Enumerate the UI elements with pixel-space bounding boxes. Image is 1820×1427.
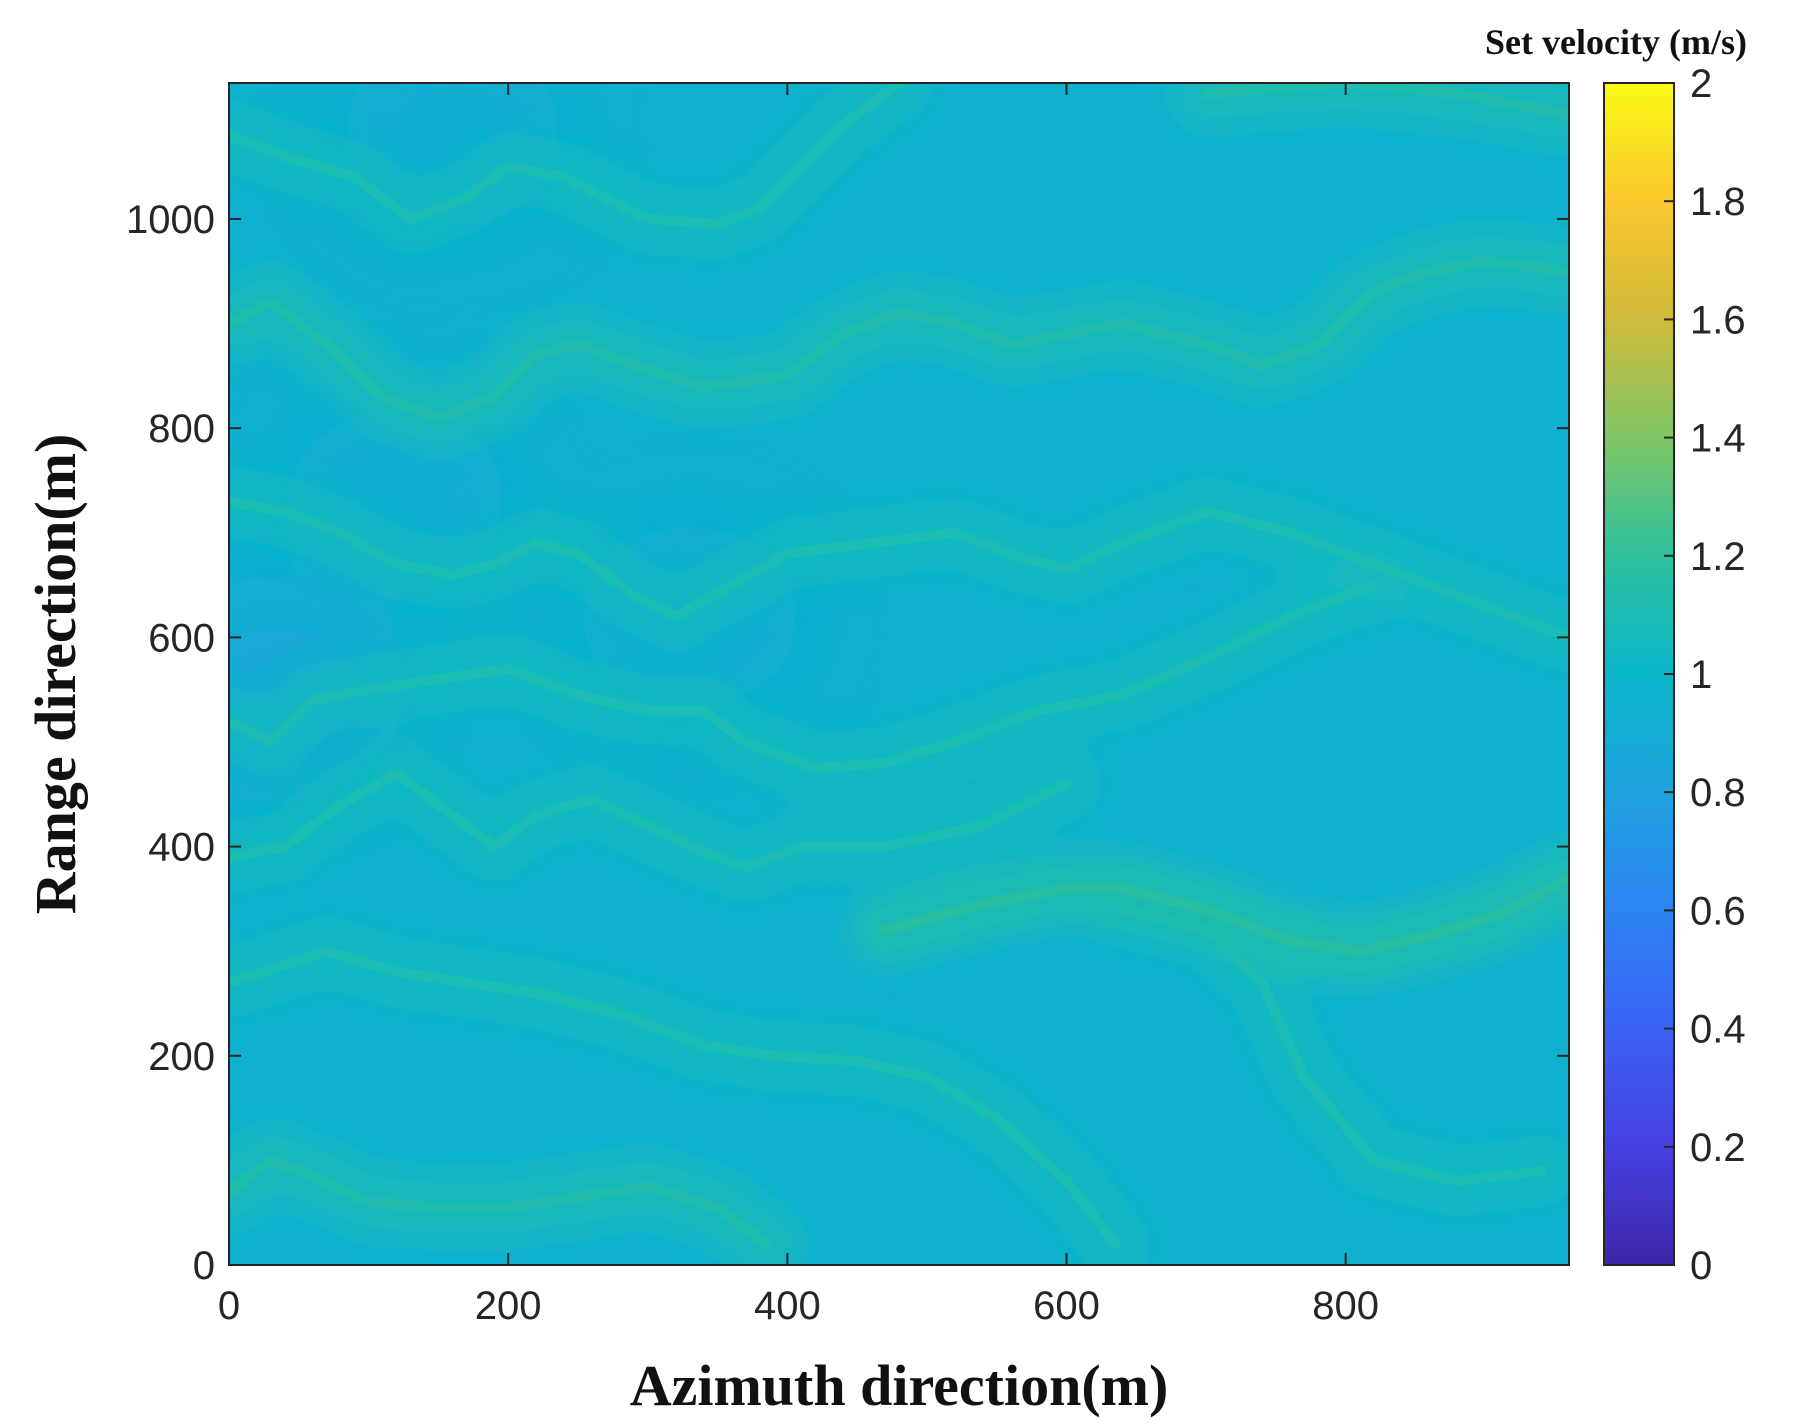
y-axis-title: Range direction(m) [23,434,88,915]
heatmap-crest-line [229,580,1379,774]
x-tick-label: 0 [218,1284,240,1328]
heatmap-crest-line [229,83,904,230]
heatmap-plot-area [229,83,1569,1265]
x-tick-label: 400 [754,1284,821,1328]
plot-frame [228,82,1570,1266]
colorbar-tick-label: 0.6 [1690,889,1746,933]
colorbar-tick-label: 0 [1690,1244,1712,1288]
heatmap-crest-line [1117,904,1547,1187]
colorbar-tick-label: 0.2 [1690,1126,1746,1170]
y-tick-label: 0 [193,1244,215,1288]
heatmap-crest-line [229,496,1569,643]
y-axis-ticks: 0 200 400 600 800 1000 [126,198,1569,1288]
heatmap-crest-line [229,946,1121,1250]
y-tick-label: 200 [148,1035,215,1079]
heatmap-crest-line [229,255,1569,423]
y-tick-label: 400 [148,826,215,870]
heatmap-crest-line [880,873,1569,957]
colorbar-tick-label: 1.4 [1690,417,1746,461]
heatmap-crest-line [229,1155,772,1250]
y-tick-label: 1000 [126,198,215,242]
x-tick-label: 800 [1312,1284,1379,1328]
x-tick-label: 200 [475,1284,542,1328]
y-tick-label: 600 [148,616,215,660]
colorbar-tick-label: 1.8 [1690,180,1746,224]
colorbar-tick-label: 1 [1690,653,1712,697]
colorbar-tick-label: 2 [1690,62,1712,106]
heatmap-crest-line [229,768,1072,873]
x-axis-ticks: 0 200 400 600 800 [218,83,1379,1328]
colorbar-title: Set velocity (m/s) [1485,22,1747,62]
x-axis-title: Azimuth direction(m) [630,1353,1169,1418]
colorbar-tick-label: 0.8 [1690,771,1746,815]
colorbar-tick-label: 1.2 [1690,535,1746,579]
colorbar-tick-label: 1.6 [1690,298,1746,342]
colorbar [1603,82,1675,1266]
colorbar-tick-label: 0.4 [1690,1008,1746,1052]
x-tick-label: 600 [1033,1284,1100,1328]
colorbar-ticks: 0 0.2 0.4 0.6 0.8 1 1.2 1.4 1.6 1.8 2 [1664,62,1746,1288]
heatmap-crest-line [1201,83,1569,120]
heatmap-crest-lines [229,83,1569,1250]
y-tick-label: 800 [148,407,215,451]
